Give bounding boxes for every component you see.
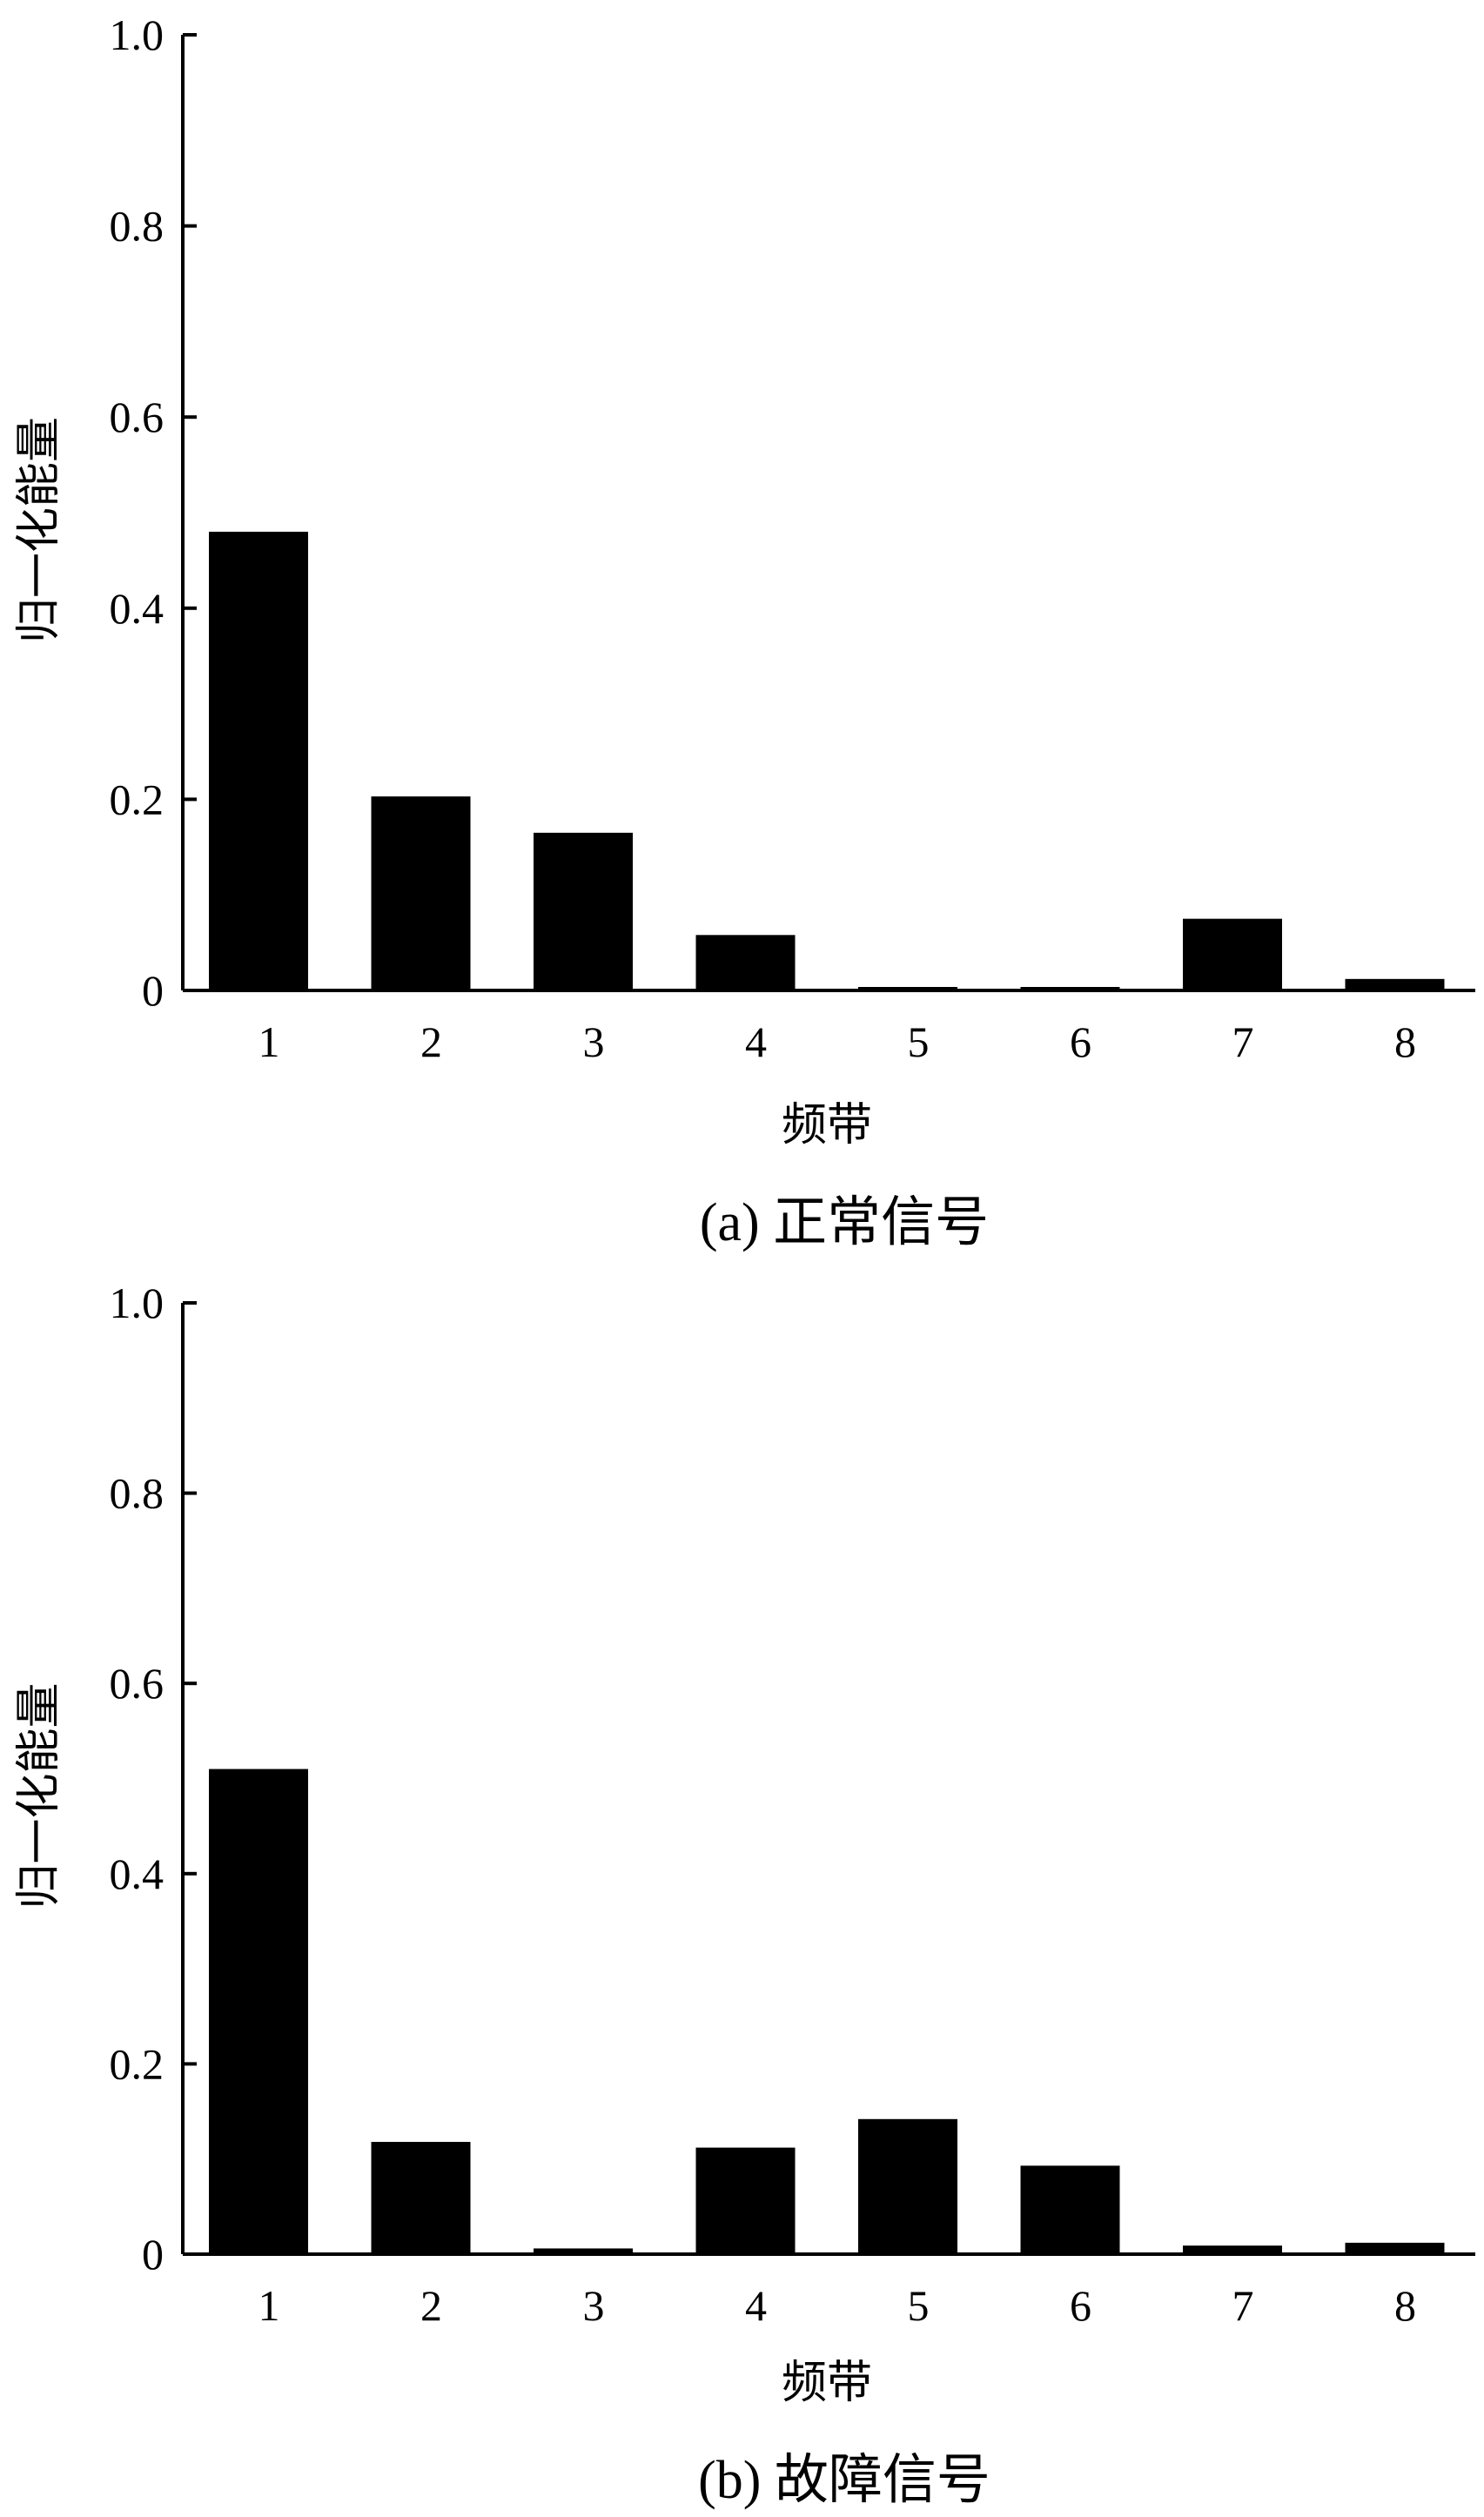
- bar: [1020, 2165, 1120, 2254]
- x-ticks: 1 2 3 4 5 6 7 8: [259, 2281, 1417, 2330]
- y-tick-label: 1.0: [110, 1279, 165, 1327]
- bar: [534, 2248, 633, 2254]
- x-axis-title: 频带: [782, 1101, 872, 1151]
- bar: [695, 935, 796, 990]
- y-tick-label: 0.2: [110, 775, 165, 823]
- bar: [1183, 918, 1282, 990]
- x-ticks: 1 2 3 4 5 6 7 8: [259, 1017, 1417, 1066]
- bar: [695, 2147, 796, 2254]
- x-tick-label: 6: [1070, 2281, 1091, 2330]
- x-tick-label: 4: [745, 1017, 767, 1066]
- x-tick-label: 8: [1394, 1017, 1416, 1066]
- x-tick-label: 1: [259, 2281, 280, 2330]
- y-ticks: 0 0.2 0.4 0.6 0.8 1.0: [110, 1279, 197, 2279]
- bar: [209, 1769, 308, 2254]
- x-tick-label: 3: [583, 1017, 605, 1066]
- y-ticks: 0 0.2 0.4 0.6 0.8 1.0: [110, 10, 197, 1015]
- chart-panel-a: 0 0.2 0.4 0.6 0.8 1.0 1 2 3 4 5 6 7 8 频带 归一化能量 (a) 正…: [15, 10, 1475, 1252]
- x-tick-label: 7: [1232, 2281, 1254, 2330]
- y-tick-label: 0.2: [110, 2039, 165, 2088]
- bar-group: [209, 531, 1445, 990]
- y-tick-label: 0.4: [110, 1849, 165, 1898]
- chart-caption: (b) 故障信号: [698, 2451, 990, 2510]
- y-tick-label: 0.6: [110, 393, 165, 441]
- y-tick-label: 0.8: [110, 202, 165, 251]
- y-tick-label: 0.8: [110, 1469, 165, 1518]
- x-tick-label: 8: [1394, 2281, 1416, 2330]
- y-tick-label: 1.0: [110, 10, 165, 59]
- y-tick-label: 0.6: [110, 1659, 165, 1708]
- x-tick-label: 3: [583, 2281, 605, 2330]
- x-tick-label: 7: [1232, 1017, 1254, 1066]
- bar: [1345, 2242, 1445, 2254]
- bar-group: [209, 1769, 1445, 2254]
- y-axis-title: 归一化能量: [15, 1682, 64, 1909]
- chart-caption: (a) 正常信号: [700, 1193, 989, 1252]
- bar: [371, 796, 471, 990]
- bar: [209, 531, 308, 990]
- x-axis-title: 频带: [782, 2359, 872, 2408]
- y-tick-label: 0.4: [110, 584, 165, 633]
- y-tick-label: 0: [142, 2230, 164, 2279]
- x-tick-label: 4: [745, 2281, 767, 2330]
- x-tick-label: 5: [908, 1017, 930, 1066]
- bar: [1183, 2245, 1282, 2254]
- x-tick-label: 2: [420, 2281, 442, 2330]
- x-tick-label: 1: [259, 1017, 280, 1066]
- x-tick-label: 5: [908, 2281, 930, 2330]
- y-axis-title: 归一化能量: [15, 417, 64, 643]
- y-tick-label: 0: [142, 966, 164, 1015]
- bar: [371, 2142, 471, 2254]
- x-tick-label: 2: [420, 1017, 442, 1066]
- x-tick-label: 6: [1070, 1017, 1091, 1066]
- bar: [534, 832, 633, 990]
- chart-panel-b: 0 0.2 0.4 0.6 0.8 1.0 1 2 3 4 5 6 7 8 频带 归一化能量 (b) 故…: [15, 1279, 1475, 2510]
- bar: [1345, 978, 1445, 990]
- bar: [858, 2118, 957, 2254]
